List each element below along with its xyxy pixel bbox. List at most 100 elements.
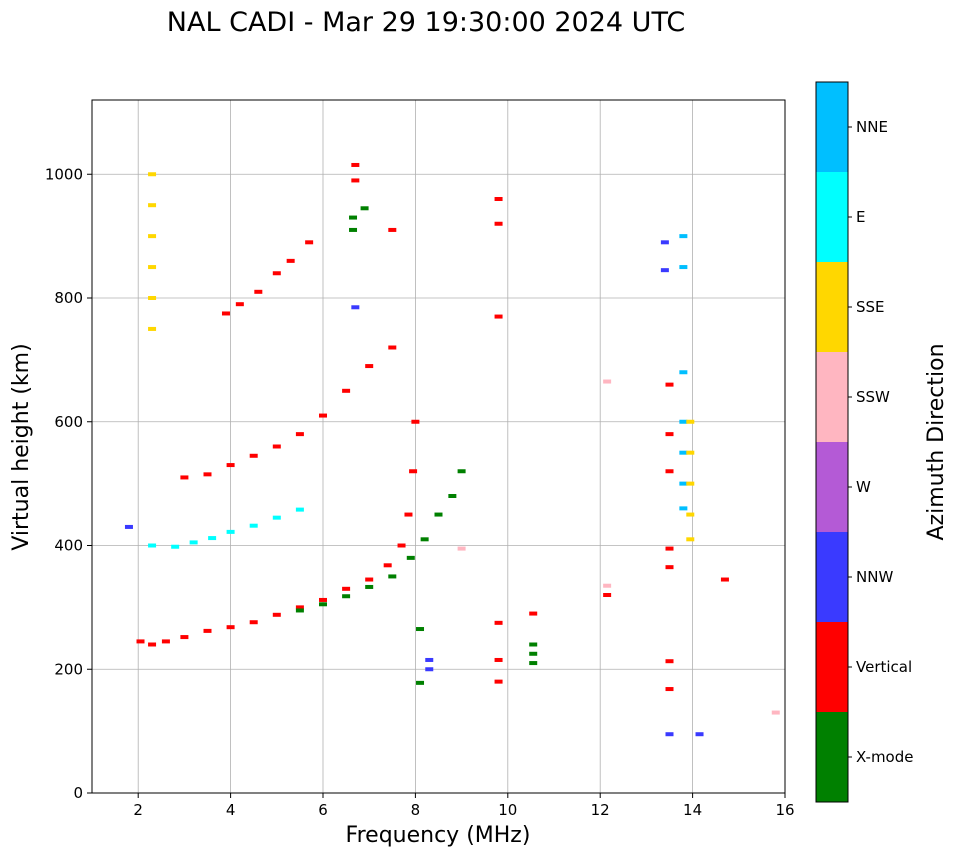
colorbar-segment bbox=[816, 172, 848, 262]
echo-point bbox=[272, 612, 281, 617]
echo-point bbox=[679, 265, 688, 270]
colorbar-category-label: W bbox=[856, 478, 871, 496]
colorbar-segment bbox=[816, 262, 848, 352]
echo-point bbox=[235, 302, 244, 307]
echo-point bbox=[686, 512, 695, 517]
colorbar-category-label: Vertical bbox=[856, 658, 912, 676]
echo-point bbox=[148, 203, 157, 208]
colorbar-segment bbox=[816, 352, 848, 442]
echo-point bbox=[494, 679, 503, 684]
colorbar-segment bbox=[816, 712, 848, 802]
colorbar-segment bbox=[816, 532, 848, 622]
echo-point bbox=[679, 234, 688, 239]
echo-point bbox=[319, 602, 327, 607]
echo-point bbox=[529, 651, 538, 656]
echo-point bbox=[226, 625, 235, 630]
echo-point bbox=[665, 659, 674, 664]
echo-points bbox=[124, 162, 780, 737]
echo-point bbox=[365, 364, 374, 369]
y-axis-ticks: 0 200 400 600 800 1000 bbox=[45, 165, 92, 802]
x-tick-label: 14 bbox=[683, 801, 702, 819]
echo-point bbox=[406, 555, 415, 560]
echo-point bbox=[148, 296, 157, 300]
echo-point bbox=[365, 577, 374, 582]
echo-point bbox=[319, 597, 327, 602]
colorbar-category-label: NNW bbox=[856, 568, 893, 586]
echo-point bbox=[420, 537, 429, 542]
colorbar-segment bbox=[816, 82, 848, 172]
echo-point bbox=[254, 289, 263, 294]
echo-trace bbox=[180, 345, 397, 480]
echo-point bbox=[295, 432, 304, 437]
echo-point bbox=[148, 543, 157, 548]
echo-point bbox=[295, 507, 304, 512]
x-tick-label: 12 bbox=[591, 801, 610, 819]
y-tick-label: 400 bbox=[54, 537, 83, 555]
echo-point bbox=[679, 450, 688, 455]
colorbar-label: Azimuth Direction bbox=[924, 343, 949, 540]
echo-point bbox=[397, 543, 406, 548]
x-tick-label: 4 bbox=[226, 801, 236, 819]
echo-point bbox=[409, 469, 418, 474]
echo-point bbox=[665, 565, 674, 570]
echo-point bbox=[660, 268, 669, 273]
echo-point bbox=[404, 512, 413, 517]
colorbar-category-label: E bbox=[856, 208, 865, 226]
y-tick-label: 1000 bbox=[45, 165, 83, 183]
echo-trace bbox=[679, 234, 688, 511]
x-tick-label: 10 bbox=[498, 801, 517, 819]
echo-point bbox=[416, 680, 425, 685]
echo-point bbox=[136, 639, 145, 644]
echo-point bbox=[203, 628, 212, 633]
echo-point bbox=[494, 221, 503, 226]
chart-title: NAL CADI - Mar 29 19:30:00 2024 UTC bbox=[167, 7, 685, 38]
x-tick-label: 8 bbox=[411, 801, 421, 819]
colorbar-segment bbox=[816, 622, 848, 712]
echo-point bbox=[148, 642, 157, 647]
echo-point bbox=[425, 667, 434, 672]
echo-point bbox=[161, 639, 170, 644]
plot-background bbox=[92, 100, 785, 793]
echo-trace bbox=[457, 379, 780, 715]
plot-frame bbox=[91, 99, 786, 794]
echo-point bbox=[720, 577, 729, 582]
echo-point bbox=[180, 475, 189, 480]
colorbar: X-mode Vertical NNW W SSW SSE E NNE bbox=[815, 81, 913, 803]
echo-point bbox=[249, 620, 258, 625]
echo-point bbox=[679, 419, 688, 424]
x-tick-label: 16 bbox=[775, 801, 794, 819]
echo-point bbox=[448, 494, 457, 498]
echo-point bbox=[416, 627, 425, 632]
echo-point bbox=[660, 240, 669, 245]
echo-point bbox=[249, 453, 258, 458]
echo-point bbox=[189, 540, 198, 545]
echo-trace bbox=[295, 469, 466, 613]
colorbar-category-label: X-mode bbox=[856, 748, 913, 766]
echo-point bbox=[148, 326, 157, 331]
echo-trace bbox=[221, 240, 314, 316]
echo-point bbox=[494, 197, 503, 201]
echo-point bbox=[342, 586, 351, 591]
echo-point bbox=[679, 506, 688, 511]
echo-point bbox=[148, 172, 157, 177]
echo-point bbox=[686, 481, 695, 486]
echo-trace bbox=[124, 240, 704, 737]
echo-point bbox=[349, 215, 358, 220]
echo-trace bbox=[148, 172, 157, 331]
colorbar-segment bbox=[816, 442, 848, 532]
echo-point bbox=[494, 657, 503, 662]
echo-point bbox=[226, 463, 235, 468]
echo-point bbox=[529, 642, 538, 647]
echo-trace bbox=[148, 507, 304, 549]
y-tick-label: 600 bbox=[54, 413, 83, 431]
echo-point bbox=[665, 732, 674, 737]
echo-point bbox=[665, 432, 674, 437]
echo-point bbox=[603, 593, 612, 597]
echo-point bbox=[457, 469, 466, 474]
echo-point bbox=[388, 574, 397, 579]
echo-point bbox=[351, 178, 360, 183]
echo-point bbox=[686, 450, 695, 455]
echo-point bbox=[342, 388, 351, 393]
echo-point bbox=[272, 271, 281, 276]
echo-point bbox=[771, 710, 780, 715]
